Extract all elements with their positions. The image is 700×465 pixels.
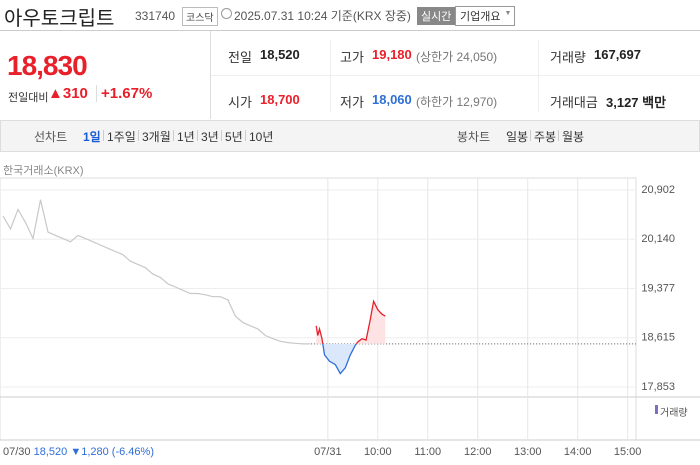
y-tick-label: 17,853 xyxy=(641,381,675,393)
time: 2025.07.31 10:24 기준(KRX 장중) xyxy=(234,9,411,23)
stat-label: 저가 xyxy=(340,95,364,110)
footer-date: 07/30 xyxy=(3,446,31,458)
divider xyxy=(330,40,331,112)
tab-bar xyxy=(0,120,700,152)
tab-separator xyxy=(138,130,139,141)
company-text: 기업개요 xyxy=(460,11,501,23)
footer-change: ▼1,280 xyxy=(70,446,109,458)
tab-item[interactable]: 3개월 xyxy=(142,130,171,144)
footer-close: 18,520 xyxy=(33,446,68,458)
price-line-down xyxy=(322,343,358,375)
stat-label: 거래대금 xyxy=(550,95,598,110)
tab-item[interactable]: 1주일 xyxy=(107,130,136,144)
x-tick-label: 11:00 xyxy=(414,446,441,458)
tab-separator xyxy=(530,130,531,141)
stat-note: (하한가 12,970) xyxy=(416,95,498,109)
tab-separator xyxy=(197,130,198,141)
x-tick-label: 10:00 xyxy=(364,446,392,458)
tab-item[interactable]: 3년 xyxy=(201,130,219,144)
area-down xyxy=(322,343,357,374)
tab-item[interactable]: 1일 xyxy=(83,130,101,144)
volume-legend-swatch xyxy=(655,405,658,414)
stat-value: 18,520 xyxy=(260,47,300,62)
stock-code: 331740 xyxy=(135,9,176,23)
tab-separator xyxy=(221,130,222,141)
y-tick-label: 20,140 xyxy=(641,233,675,245)
tab-item[interactable]: 10년 xyxy=(249,130,274,144)
market-badge: 코스닥 xyxy=(182,7,218,26)
x-tick-label: 07/31 xyxy=(314,446,342,458)
divider xyxy=(0,30,700,31)
y-tick-label: 18,615 xyxy=(641,332,675,344)
tab-item[interactable]: 5년 xyxy=(225,130,243,144)
stat-value: 19,180 xyxy=(372,47,412,62)
tab-label: 봉차트 xyxy=(457,130,491,144)
y-tick-label: 19,377 xyxy=(641,282,675,294)
stat-value: 18,060 xyxy=(372,92,412,107)
tab-separator xyxy=(558,130,559,141)
tab-separator xyxy=(103,130,104,141)
tab-item[interactable]: 주봉 xyxy=(534,130,557,144)
divider xyxy=(210,31,211,119)
tab-item[interactable]: 월봉 xyxy=(562,130,585,144)
stock-name: 아우토크립트 xyxy=(4,8,115,30)
tab-item[interactable]: 1년 xyxy=(177,130,195,144)
tab-separator xyxy=(245,130,246,141)
divider xyxy=(211,75,700,76)
clock-icon xyxy=(221,8,232,19)
plot-frame xyxy=(0,177,637,441)
stat-value: 167,697 xyxy=(594,47,641,62)
current-price: 18,830 xyxy=(7,50,88,81)
price-line xyxy=(2,199,311,345)
realtime-button[interactable]: 실시간 xyxy=(417,7,456,25)
stat-label: 고가 xyxy=(340,50,364,65)
x-tick-label: 14:00 xyxy=(564,446,592,458)
tab-item[interactable]: 일봉 xyxy=(506,130,529,144)
footer: 07/30 18,520 ▼1,280 (-6.46%) xyxy=(3,446,154,458)
source: 한국거래소(KRX) xyxy=(3,165,84,177)
stat-label: 시가 xyxy=(228,95,252,110)
change-rate: +1.67% xyxy=(96,85,152,102)
stat-value: 3,127 백만 xyxy=(606,95,667,110)
stat-note: (상한가 24,050) xyxy=(416,50,498,64)
volume-legend: 거래량 xyxy=(660,408,688,419)
footer-rate: (-6.46%) xyxy=(111,446,154,458)
stat-label: 전일 xyxy=(228,50,252,65)
price-line-up xyxy=(315,299,386,344)
change-label: 전일대비 xyxy=(8,92,49,104)
change: ▲310 xyxy=(48,85,88,102)
tab-separator xyxy=(173,130,174,141)
stat-label: 거래량 xyxy=(550,50,586,65)
x-tick-label: 13:00 xyxy=(514,446,542,458)
tab-label: 선차트 xyxy=(34,130,68,144)
dropdown-arrow: ▼ xyxy=(504,10,512,17)
company-button[interactable]: 기업개요 ▼ xyxy=(455,6,516,26)
x-tick-label: 15:00 xyxy=(614,446,642,458)
y-tick-label: 20,902 xyxy=(641,184,675,196)
divider xyxy=(538,40,539,112)
x-tick-label: 12:00 xyxy=(464,446,492,458)
stat-value: 18,700 xyxy=(260,92,300,107)
